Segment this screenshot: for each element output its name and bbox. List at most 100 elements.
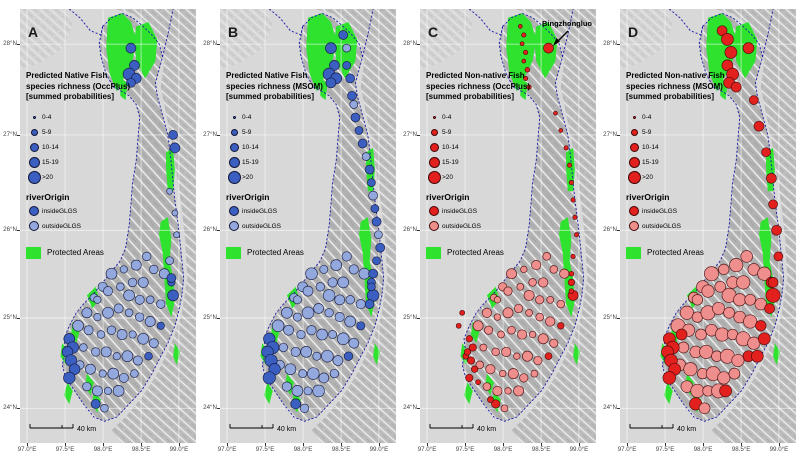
site-dot xyxy=(766,172,777,184)
site-dot xyxy=(466,356,476,365)
site-dot xyxy=(327,277,338,288)
site-dot xyxy=(315,282,325,292)
site-dot xyxy=(271,319,285,333)
site-dot xyxy=(519,373,529,383)
site-dot xyxy=(112,385,125,397)
site-dot xyxy=(93,313,102,322)
site-dot xyxy=(513,352,521,360)
site-dot xyxy=(520,265,528,274)
site-dot xyxy=(521,350,533,362)
annotation-arrowhead xyxy=(553,38,560,46)
site-dot xyxy=(719,384,732,398)
site-dot xyxy=(100,404,109,413)
site-dot xyxy=(79,343,88,352)
x-axis-tick xyxy=(65,443,67,446)
site-dot xyxy=(773,251,784,262)
y-axis-tick-label: 28°N xyxy=(203,40,217,48)
site-dot xyxy=(465,335,473,343)
site-dot xyxy=(325,42,337,54)
site-dot xyxy=(370,204,380,213)
site-dot xyxy=(318,372,330,384)
site-dot xyxy=(718,263,730,276)
x-axis-tick-label: 98.0°E xyxy=(493,446,513,453)
map-panel-C: 40 km C Predicted Non-native Fish species r… xyxy=(400,0,600,457)
site-dot xyxy=(334,294,346,306)
site-dot xyxy=(507,368,519,380)
site-dot xyxy=(334,312,345,323)
site-dot xyxy=(506,268,517,280)
site-dot xyxy=(306,325,317,336)
border-line xyxy=(762,9,774,57)
site-dot xyxy=(374,230,383,240)
y-axis-tick xyxy=(417,44,420,46)
site-dot xyxy=(328,330,338,339)
x-axis-tick-label: 97.0°E xyxy=(17,446,37,453)
annotation-arrow xyxy=(556,30,569,43)
site-dot xyxy=(570,253,576,259)
border-line xyxy=(469,9,504,36)
site-dot xyxy=(519,41,525,47)
x-axis-tick xyxy=(227,443,229,446)
x-axis-tick-label: 99.0°E xyxy=(569,446,589,453)
scale-bar xyxy=(229,424,274,429)
site-dot xyxy=(523,75,529,81)
site-dot xyxy=(558,128,564,133)
site-dot xyxy=(72,319,84,332)
protected-area-patch xyxy=(706,13,737,92)
panel-letter: B xyxy=(228,24,238,40)
x-axis-tick xyxy=(465,443,467,446)
study-region-boundary xyxy=(261,12,385,422)
site-dot xyxy=(357,138,368,149)
site-dot xyxy=(329,368,340,379)
protected-area-patch xyxy=(306,13,337,92)
site-dot xyxy=(523,49,529,55)
site-dot xyxy=(124,308,134,318)
y-axis-tick-label: 28°N xyxy=(603,40,617,48)
graticule xyxy=(20,9,196,443)
site-dot xyxy=(292,312,302,322)
site-dot xyxy=(358,267,371,280)
site-dot xyxy=(507,325,516,335)
site-dot xyxy=(553,110,558,116)
protected-area-patch xyxy=(106,13,137,92)
site-dot xyxy=(345,73,356,84)
site-dot xyxy=(298,369,308,379)
site-dot xyxy=(470,365,479,373)
x-axis-tick-label: 98.0°E xyxy=(293,446,313,453)
site-dot xyxy=(742,42,755,54)
site-dot xyxy=(570,197,576,203)
map-area-B: 40 km B Predicted Native Fish species richn… xyxy=(220,9,396,443)
site-dot xyxy=(312,384,325,398)
site-dot xyxy=(493,296,502,304)
site-dot xyxy=(281,306,293,319)
site-dot xyxy=(724,46,738,59)
site-dot xyxy=(753,120,765,132)
site-dot xyxy=(712,301,726,316)
site-dot xyxy=(123,289,135,302)
site-dot xyxy=(321,349,334,363)
site-dot xyxy=(145,295,155,305)
site-dot xyxy=(307,367,320,380)
x-axis-tick xyxy=(27,443,29,446)
site-dot xyxy=(487,396,494,403)
site-dot xyxy=(278,342,289,353)
site-dot xyxy=(355,299,366,310)
x-axis-tick xyxy=(141,443,143,446)
scale-bar-label: 40 km xyxy=(277,426,296,433)
site-dot xyxy=(330,259,343,271)
site-dot xyxy=(535,312,544,322)
site-dot xyxy=(135,312,145,322)
x-axis-tick-label: 97.0°E xyxy=(617,446,637,453)
site-dot xyxy=(167,289,179,302)
site-dot xyxy=(481,307,492,318)
site-dot xyxy=(113,303,124,314)
site-dot xyxy=(344,315,357,328)
site-dot xyxy=(82,381,92,392)
site-dot xyxy=(493,313,502,321)
site-dot xyxy=(156,321,165,330)
site-dot xyxy=(465,373,474,382)
site-dot xyxy=(166,187,173,195)
site-dot xyxy=(733,293,747,307)
site-dot xyxy=(262,371,276,385)
site-dot xyxy=(291,385,304,397)
